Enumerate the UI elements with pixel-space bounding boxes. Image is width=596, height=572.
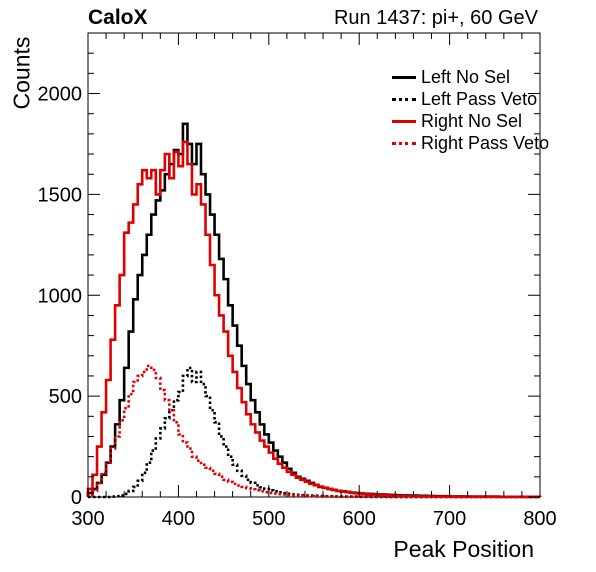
chart-title-experiment: CaloX: [88, 6, 148, 29]
x-tick-label: 400: [162, 508, 195, 530]
y-tick-label: 1500: [38, 184, 83, 206]
y-tick-label: 1000: [38, 285, 83, 307]
x-tick-label: 600: [343, 508, 376, 530]
y-axis-label: Counts: [8, 36, 35, 110]
x-tick-label: 700: [433, 508, 466, 530]
legend-item-right-no-sel: Right No Sel: [392, 110, 549, 132]
legend-swatch: [392, 97, 416, 101]
legend-label: Right No Sel: [421, 110, 523, 131]
y-tick-label: 0: [71, 487, 82, 509]
legend-swatch: [392, 119, 416, 123]
series-line-1: [88, 366, 540, 499]
legend-label: Left No Sel: [421, 66, 511, 87]
legend-label: Left Pass Veto: [421, 88, 538, 109]
legend-swatch: [392, 75, 416, 79]
x-tick-label: 800: [523, 508, 556, 530]
legend-item-left-pass-veto: Left Pass Veto: [392, 88, 549, 110]
legend-item-right-pass-veto: Right Pass Veto: [392, 132, 549, 154]
y-tick-label: 500: [49, 386, 82, 408]
legend-label: Right Pass Veto: [421, 132, 550, 153]
legend-swatch: [392, 141, 416, 145]
x-axis-label: Peak Position: [393, 536, 534, 562]
chart-title-run-info: Run 1437: pi+, 60 GeV: [333, 7, 538, 29]
x-tick-label: 500: [252, 508, 285, 530]
y-tick-label: 2000: [38, 84, 83, 106]
x-tick-label: 300: [71, 508, 104, 530]
legend: Left No Sel Left Pass Veto Right No Sel …: [392, 66, 549, 154]
legend-item-left-no-sel: Left No Sel: [392, 66, 549, 88]
series-line-3: [86, 364, 540, 499]
